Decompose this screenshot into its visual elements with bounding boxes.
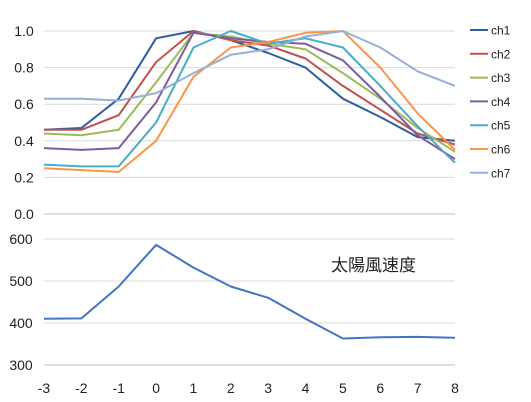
top-y-tick-label: 0.2 <box>14 169 34 185</box>
series-line-ch2 <box>44 30 456 146</box>
series-line-ch5 <box>43 30 456 168</box>
top-y-tick-label: 0.0 <box>14 206 34 222</box>
x-tick-label: -2 <box>75 380 88 396</box>
bottom-y-tick-label: 400 <box>9 315 33 331</box>
x-tick-label: 4 <box>302 380 310 396</box>
bottom-y-tick-label: 500 <box>9 273 33 289</box>
series-line-ch7 <box>44 30 456 102</box>
x-tick-label: 8 <box>451 380 459 396</box>
top-y-tick-label: 0.6 <box>14 96 34 112</box>
legend-label-ch6: ch6 <box>491 143 511 157</box>
legend-label-ch3: ch3 <box>491 71 511 85</box>
bottom-y-tick-label: 600 <box>9 231 33 247</box>
legend-label-ch2: ch2 <box>491 47 511 61</box>
top-y-tick-label: 1.0 <box>14 23 34 39</box>
x-tick-label: 3 <box>264 380 272 396</box>
x-tick-label: 5 <box>339 380 347 396</box>
solar-wind-speed-line <box>43 243 456 340</box>
bottom-panel: 300 400 500 600 -3 -2 -1 0 1 2 3 4 5 6 7 8 太陽風速度 <box>9 231 459 396</box>
x-tick-label: 0 <box>152 380 160 396</box>
x-tick-label: -1 <box>113 380 126 396</box>
panel-annotation: 太陽風速度 <box>331 256 416 276</box>
legend-label-ch5: ch5 <box>491 119 511 133</box>
series-line-ch1 <box>43 30 456 142</box>
legend-label-ch1: ch1 <box>491 24 511 38</box>
x-tick-label: 7 <box>414 380 422 396</box>
x-tick-label: 6 <box>376 380 384 396</box>
x-tick-label: 1 <box>190 380 198 396</box>
bottom-y-tick-label: 300 <box>9 357 33 373</box>
series-line-ch4 <box>43 31 456 160</box>
series-line-ch3 <box>43 31 456 153</box>
legend-label-ch7: ch7 <box>491 166 511 180</box>
series-line-ch6 <box>43 30 456 173</box>
x-tick-label: -3 <box>38 380 51 396</box>
legend: ch1 ch2 ch3 ch4 ch5 ch6 ch7 <box>470 24 511 180</box>
x-tick-label: 2 <box>227 380 235 396</box>
top-panel: 0.0 0.2 0.4 0.6 0.8 1.0 <box>14 23 456 222</box>
top-y-tick-label: 0.4 <box>14 133 34 149</box>
top-y-tick-label: 0.8 <box>14 60 34 76</box>
legend-label-ch4: ch4 <box>491 95 511 109</box>
